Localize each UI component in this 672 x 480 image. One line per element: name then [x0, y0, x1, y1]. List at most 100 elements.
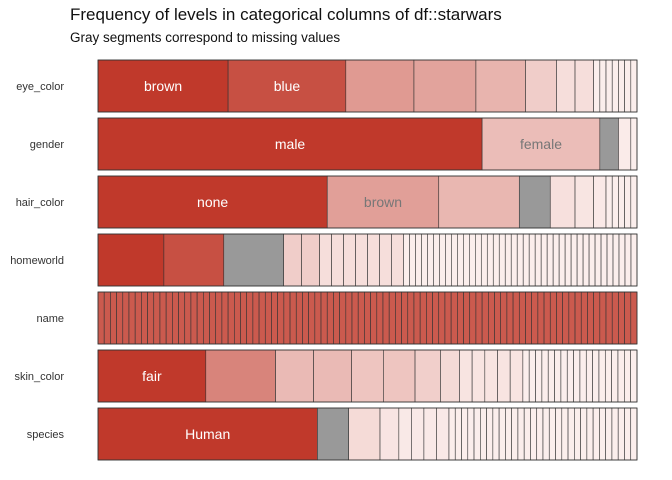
- level-segment: [128, 291, 136, 345]
- level-segment: [351, 349, 384, 403]
- level-segment: [486, 233, 494, 287]
- level-segment: [517, 407, 525, 461]
- level-segment: [560, 349, 568, 403]
- level-segment: [215, 291, 223, 345]
- level-segment: [579, 349, 587, 403]
- row-label-species: species: [27, 429, 65, 441]
- level-segment: [630, 59, 638, 113]
- level-segment: [574, 407, 581, 461]
- segment-label: brown: [144, 78, 182, 94]
- level-segment: [630, 175, 638, 229]
- level-segment: [203, 291, 210, 345]
- level-segment: [97, 233, 165, 287]
- level-segment: [147, 291, 155, 345]
- level-segment: [454, 407, 462, 461]
- level-segment: [580, 407, 588, 461]
- level-segment: [302, 291, 309, 345]
- level-segment: [426, 291, 433, 345]
- level-segment: [367, 233, 380, 287]
- row-label-gender: gender: [30, 139, 65, 151]
- row-label-homeworld: homeworld: [10, 255, 64, 267]
- level-segment: [498, 233, 506, 287]
- bar-outline: [97, 59, 638, 113]
- level-segment: [528, 233, 536, 287]
- level-segment: [343, 233, 356, 287]
- level-segment: [398, 407, 412, 461]
- level-segment: [314, 291, 322, 345]
- level-segment: [440, 349, 460, 403]
- level-segment: [618, 59, 625, 113]
- level-segment: [184, 291, 192, 345]
- level-segment: [433, 233, 440, 287]
- level-segment: [543, 291, 551, 345]
- level-segment: [488, 291, 495, 345]
- level-segment: [471, 349, 486, 403]
- level-segment: [159, 291, 167, 345]
- level-segment: [463, 291, 471, 345]
- level-segment: [617, 407, 625, 461]
- level-segment: [438, 175, 520, 229]
- level-segment: [611, 59, 619, 113]
- level-segment: [593, 59, 601, 113]
- level-segment: [475, 291, 483, 345]
- level-segment: [289, 291, 297, 345]
- segment-label: female: [520, 136, 562, 152]
- level-segment: [473, 407, 481, 461]
- level-segment: [463, 233, 470, 287]
- level-segment: [308, 291, 316, 345]
- level-segment: [605, 407, 613, 461]
- level-segment: [414, 349, 441, 403]
- level-segment: [439, 233, 446, 287]
- level-segment: [555, 407, 563, 461]
- level-segment: [611, 175, 619, 229]
- chart-title: Frequency of levels in categorical colum…: [70, 5, 502, 24]
- level-segment: [445, 233, 452, 287]
- level-segment: [535, 349, 543, 403]
- level-segment: [357, 291, 365, 345]
- level-segment: [451, 233, 458, 287]
- level-segment: [436, 407, 450, 461]
- level-segment: [172, 291, 179, 345]
- missing-segment: [599, 117, 619, 171]
- missing-segment: [317, 407, 349, 461]
- level-segment: [240, 291, 247, 345]
- level-segment: [611, 291, 619, 345]
- level-segment: [630, 291, 638, 345]
- level-segment: [585, 349, 593, 403]
- level-segment: [301, 233, 320, 287]
- level-segment: [537, 291, 545, 345]
- level-segment: [522, 233, 530, 287]
- level-segment: [134, 291, 142, 345]
- level-segment: [494, 291, 502, 345]
- level-segment: [401, 291, 409, 345]
- segment-label: male: [275, 136, 306, 152]
- level-segment: [326, 291, 334, 345]
- level-segment: [630, 117, 638, 171]
- level-segment: [624, 233, 632, 287]
- level-segment: [556, 59, 576, 113]
- segment-label: fair: [142, 368, 162, 384]
- level-segment: [592, 349, 600, 403]
- level-segment: [444, 291, 452, 345]
- level-segment: [486, 407, 494, 461]
- level-segment: [319, 233, 332, 287]
- level-segment: [345, 59, 415, 113]
- level-segment: [574, 175, 594, 229]
- level-segment: [618, 175, 625, 229]
- level-segment: [469, 233, 476, 287]
- level-segment: [525, 59, 557, 113]
- level-segment: [562, 291, 570, 345]
- level-segment: [605, 291, 613, 345]
- level-segment: [504, 233, 512, 287]
- level-segment: [313, 349, 352, 403]
- level-segment: [415, 233, 422, 287]
- level-segment: [624, 59, 632, 113]
- level-segment: [611, 349, 619, 403]
- level-segment: [554, 349, 562, 403]
- level-segment: [459, 349, 473, 403]
- bar-outline: [97, 291, 638, 345]
- level-segment: [573, 349, 581, 403]
- level-segment: [618, 233, 626, 287]
- level-segment: [525, 291, 532, 345]
- level-segment: [593, 175, 607, 229]
